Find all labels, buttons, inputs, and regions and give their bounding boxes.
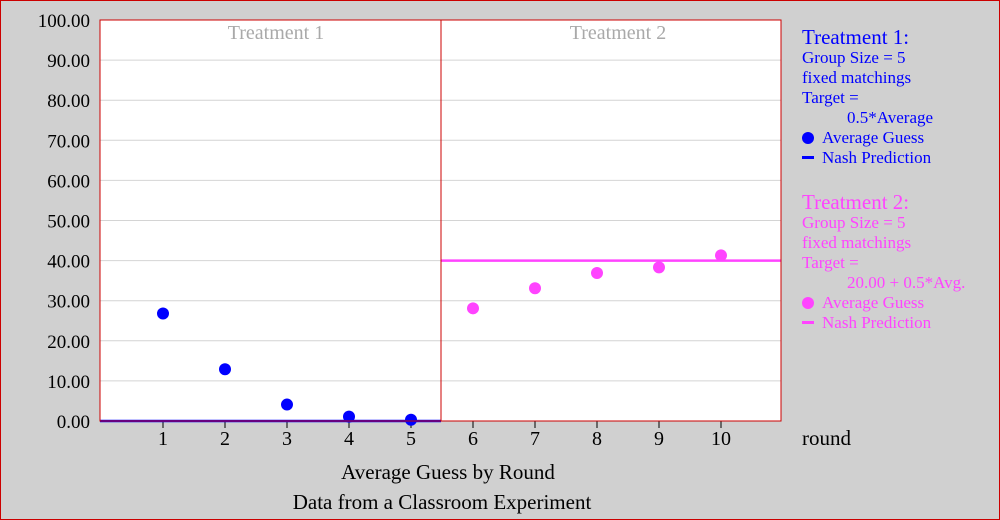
legend-treatment-1-avg-guess: Average Guess [802, 128, 997, 148]
panel-title-treatment-2: Treatment 2 [570, 22, 666, 44]
legend-treatment-2-title: Treatment 2: [802, 190, 910, 214]
x-tick-label: 10 [711, 428, 731, 450]
legend-treatment-2-nash-label: Nash Prediction [822, 313, 932, 332]
legend-treatment-2-target-formula: 20.00 + 0.5*Avg. [847, 273, 966, 292]
legend-treatment-1-nash-label: Nash Prediction [822, 148, 932, 167]
x-tick-label: 3 [282, 428, 292, 450]
y-tick-label: 60.00 [47, 171, 90, 192]
legend-treatment-2: Treatment 2: Group Size = 5 fixed matchi… [802, 191, 997, 333]
legend-treatment-1: Treatment 1: Group Size = 5 fixed matchi… [802, 26, 997, 168]
average-guess-point [529, 282, 541, 295]
chart-subtitle: Data from a Classroom Experiment [293, 490, 592, 514]
legend-treatment-2-matching: fixed matchings [802, 233, 912, 252]
y-tick-label: 70.00 [47, 131, 90, 152]
x-tick-label: 9 [654, 428, 664, 450]
legend-treatment-2-avg-guess: Average Guess [802, 293, 997, 313]
x-tick-label: 8 [592, 428, 602, 450]
y-tick-label: 30.00 [47, 292, 90, 313]
legend-treatment-2-avg-guess-label: Average Guess [822, 293, 925, 312]
legend-dot-icon [802, 297, 814, 309]
legend-treatment-1-avg-guess-label: Average Guess [822, 128, 925, 147]
x-tick-label: 4 [344, 428, 354, 450]
average-guess-point [281, 398, 293, 411]
legend-treatment-1-target-label: Target = [802, 88, 859, 107]
chart-title: Average Guess by Round [341, 460, 555, 484]
y-tick-label: 100.00 [38, 11, 90, 32]
average-guess-point [219, 363, 231, 376]
legend-treatment-2-group-size: Group Size = 5 [802, 213, 906, 232]
legend-treatment-2-nash: Nash Prediction [802, 313, 997, 333]
average-guess-point [405, 413, 417, 426]
x-tick-label: 2 [220, 428, 230, 450]
average-guess-point [157, 307, 169, 320]
x-tick-label: 6 [468, 428, 478, 450]
legend-dash-icon [802, 321, 814, 324]
x-tick-label: 5 [406, 428, 416, 450]
y-tick-label: 40.00 [47, 252, 90, 273]
average-guess-point [715, 249, 727, 262]
panel-2-border [440, 19, 782, 422]
legend-dash-icon [802, 156, 814, 159]
average-guess-point [653, 261, 665, 274]
legend-treatment-1-target-formula: 0.5*Average [847, 108, 934, 127]
legend-dot-icon [802, 132, 814, 144]
x-tick-label: 1 [158, 428, 168, 450]
y-tick-label: 90.00 [47, 51, 90, 72]
y-tick-label: 0.00 [57, 412, 90, 433]
y-tick-label: 10.00 [47, 372, 90, 393]
panel-title-treatment-1: Treatment 1 [228, 22, 324, 44]
y-tick-label: 80.00 [47, 91, 90, 112]
legend-treatment-1-group-size: Group Size = 5 [802, 48, 906, 67]
x-tick-label: 7 [530, 428, 540, 450]
legend-treatment-1-matching: fixed matchings [802, 68, 912, 87]
average-guess-point [343, 410, 355, 423]
legend-treatment-1-title: Treatment 1: [802, 25, 910, 49]
legend-treatment-1-nash: Nash Prediction [802, 148, 997, 168]
average-guess-point [591, 267, 603, 280]
y-tick-label: 20.00 [47, 332, 90, 353]
y-tick-label: 50.00 [47, 212, 90, 233]
average-guess-point [467, 302, 479, 315]
x-axis-label: round [802, 426, 851, 450]
legend-treatment-2-target-label: Target = [802, 253, 859, 272]
